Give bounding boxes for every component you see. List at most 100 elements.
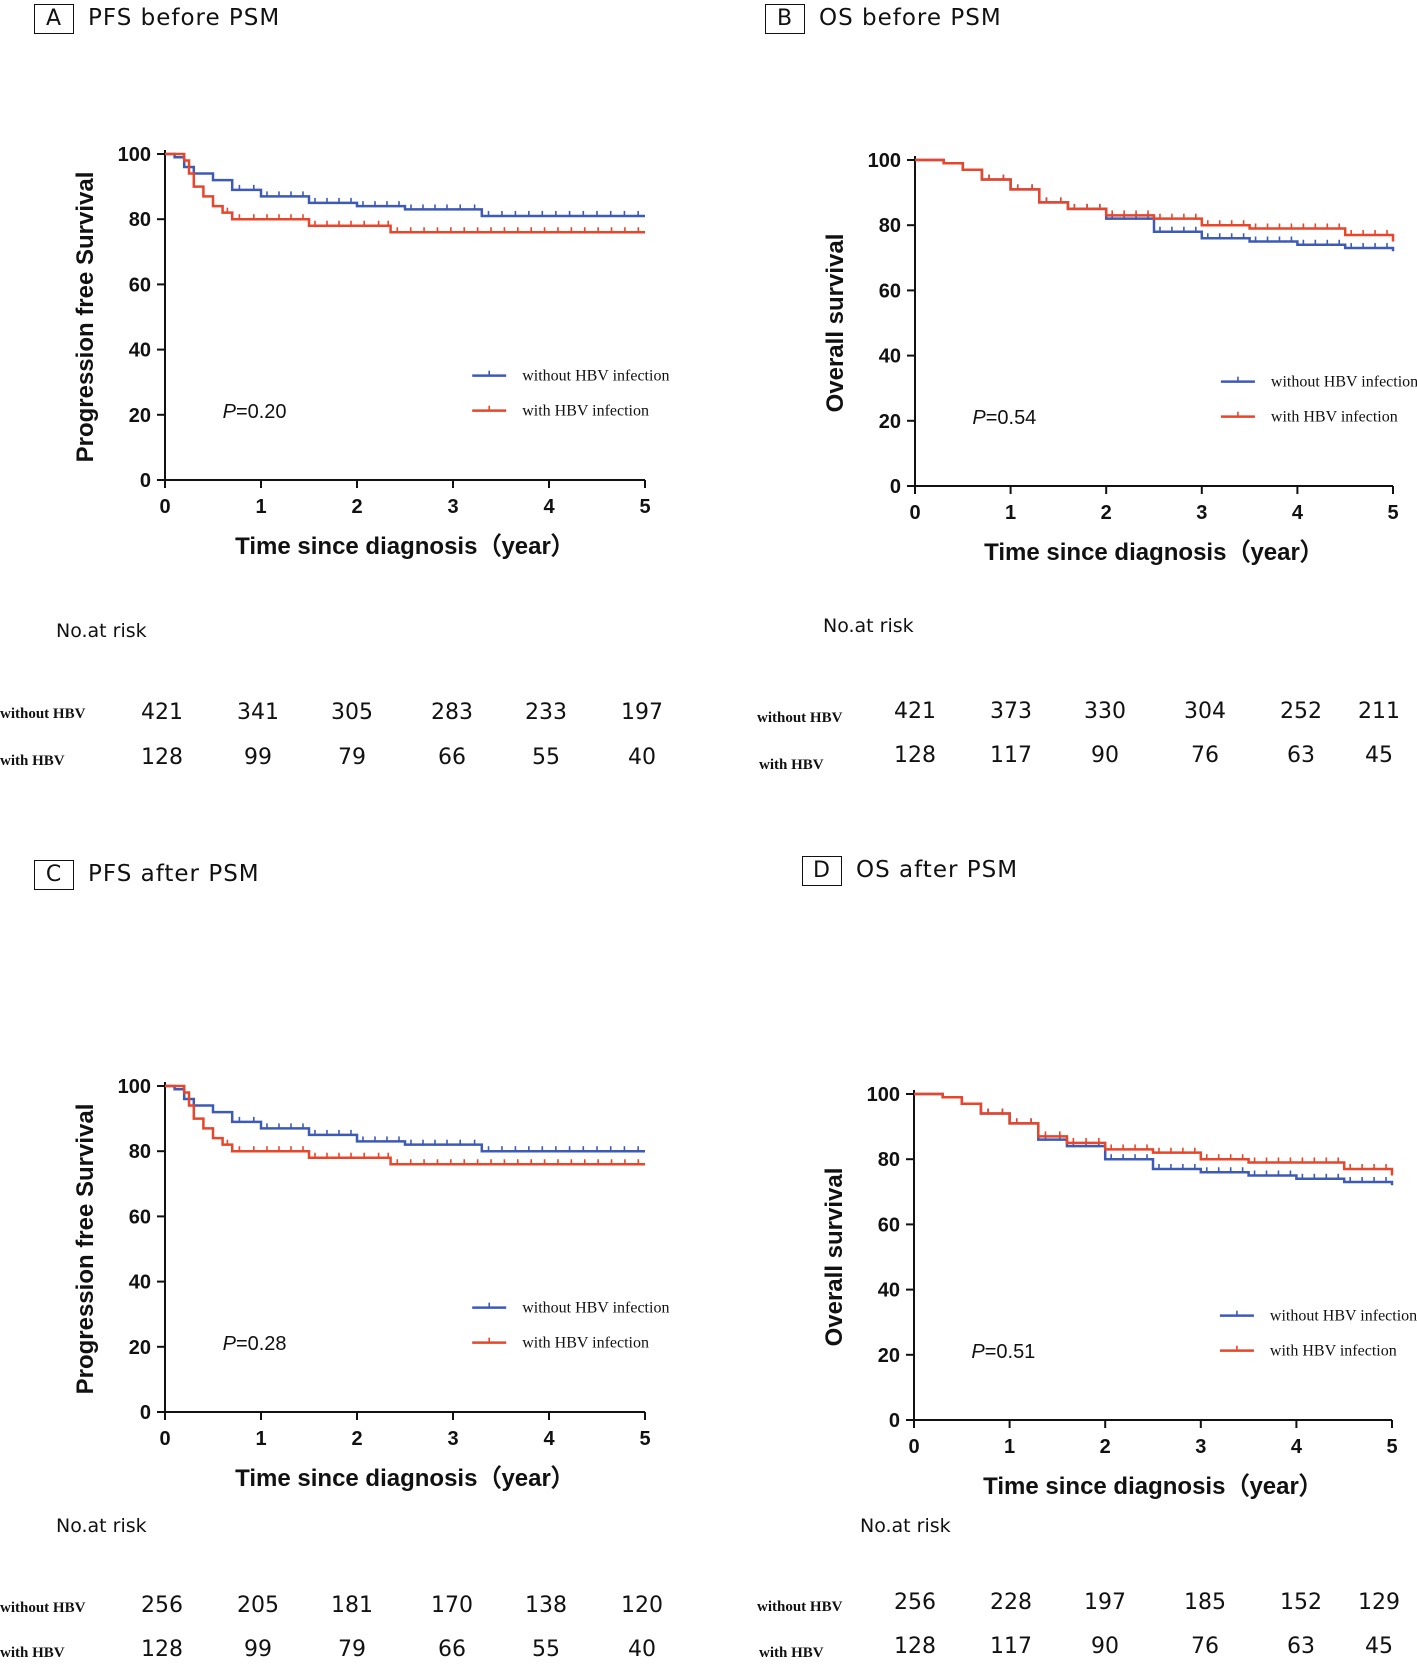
at-risk-title: No.at risk: [56, 1515, 147, 1537]
panel-letter: B: [765, 4, 805, 34]
x-tick-label: 3: [447, 496, 458, 518]
series-line-without-hbv: [914, 1092, 1394, 1186]
at-risk-table: No.at risk without HBV with HBV 421 341 …: [0, 620, 700, 770]
at-risk-cell: 45: [1365, 1634, 1393, 1659]
series-line-without-hbv: [165, 152, 645, 218]
x-tick-label: 5: [1386, 1436, 1397, 1458]
y-tick-label: 100: [118, 1076, 151, 1098]
x-axis-title: Time since diagnosis（year）: [235, 533, 575, 560]
y-tick-label: 60: [129, 274, 151, 296]
x-tick-label: 5: [639, 1428, 650, 1450]
x-tick-label: 5: [1387, 502, 1398, 524]
at-risk-cell: 117: [990, 743, 1032, 768]
at-risk-cell: 55: [532, 1637, 560, 1662]
at-risk-cell: 152: [1280, 1590, 1322, 1615]
p-value-label: P=0.51: [971, 1341, 1035, 1363]
at-risk-cell: 128: [141, 745, 183, 770]
panel-title-text: PFS before PSM: [88, 5, 281, 31]
at-risk-cell: 66: [438, 745, 466, 770]
p-value-prefix: P: [223, 401, 237, 423]
legend-label: with HBV infection: [1271, 409, 1398, 426]
y-axis-title: Progression free Survival: [72, 1104, 99, 1395]
panel-a: A PFS before PSM 0 1 2 3 4 5 0 20 40 60 80 100 Time s…: [0, 0, 700, 810]
p-value: =0.51: [985, 1341, 1036, 1363]
panel-title: B OS before PSM: [765, 4, 1002, 34]
x-axis-title: Time since diagnosis（year）: [235, 1465, 575, 1492]
at-risk-cell: 128: [141, 1637, 183, 1662]
x-tick-label: 0: [159, 496, 170, 518]
at-risk-cell: 170: [431, 1593, 473, 1618]
at-risk-cell: 256: [894, 1590, 936, 1615]
legend-label: with HBV infection: [522, 1335, 649, 1352]
y-tick-label: 20: [129, 405, 151, 427]
panel-title-text: PFS after PSM: [88, 861, 260, 887]
p-value: =0.54: [986, 407, 1037, 429]
at-risk-row-label: with HBV: [759, 757, 824, 773]
at-risk-cell: 205: [237, 1593, 279, 1618]
x-tick-label: 5: [639, 496, 650, 518]
at-risk-cell: 138: [525, 1593, 567, 1618]
legend-label: without HBV infection: [522, 368, 669, 385]
panel-b: B OS before PSM 0 1 2 3 4 5 0 20 40 60 80 100 Time si…: [707, 0, 1417, 810]
panel-title-text: OS after PSM: [856, 857, 1019, 883]
at-risk-title: No.at risk: [860, 1515, 951, 1537]
y-tick-label: 40: [879, 346, 901, 368]
y-tick-label: 0: [889, 1410, 900, 1432]
at-risk-cell: 228: [990, 1590, 1032, 1615]
p-value-label: P=0.28: [223, 1333, 287, 1355]
at-risk-cell: 233: [525, 700, 567, 725]
at-risk-table: No.at risk without HBV with HBV 256 228 …: [707, 1515, 1407, 1665]
at-risk-row-label: without HBV: [757, 1599, 843, 1615]
y-tick-label: 40: [878, 1280, 900, 1302]
at-risk-cell: 421: [141, 700, 183, 725]
at-risk-cell: 128: [894, 743, 936, 768]
x-tick-label: 3: [1195, 1436, 1206, 1458]
at-risk-cell: 76: [1191, 743, 1219, 768]
at-risk-cell: 99: [244, 1637, 272, 1662]
legend-label: without HBV infection: [1270, 1308, 1417, 1325]
y-axis-title: Progression free Survival: [72, 172, 99, 463]
p-value-prefix: P: [971, 1341, 985, 1363]
at-risk-cell: 99: [244, 745, 272, 770]
p-value: =0.20: [236, 401, 287, 423]
at-risk-cell: 79: [338, 1637, 366, 1662]
x-tick-label: 4: [1292, 502, 1304, 524]
x-tick-label: 0: [159, 1428, 170, 1450]
y-tick-label: 100: [868, 150, 901, 172]
x-tick-label: 3: [447, 1428, 458, 1450]
at-risk-cell: 304: [1184, 699, 1226, 724]
y-tick-label: 100: [867, 1084, 900, 1106]
y-tick-label: 0: [140, 470, 151, 492]
y-tick-label: 60: [879, 280, 901, 302]
x-axis-title: Time since diagnosis（year）: [984, 539, 1324, 566]
at-risk-row-label: without HBV: [0, 1600, 86, 1616]
panel-letter: D: [802, 856, 842, 886]
legend-label: with HBV infection: [1270, 1343, 1397, 1360]
x-tick-label: 1: [1005, 502, 1016, 524]
at-risk-cell: 197: [1084, 1590, 1126, 1615]
at-risk-cell: 373: [990, 699, 1032, 724]
y-tick-label: 40: [129, 1272, 151, 1294]
at-risk-cell: 66: [438, 1637, 466, 1662]
x-tick-label: 1: [255, 1428, 266, 1450]
at-risk-cell: 421: [894, 699, 936, 724]
at-risk-cell: 55: [532, 745, 560, 770]
x-tick-label: 4: [543, 496, 555, 518]
at-risk-cell: 185: [1184, 1590, 1226, 1615]
x-tick-label: 3: [1196, 502, 1207, 524]
y-tick-label: 100: [118, 144, 151, 166]
at-risk-cell: 341: [237, 700, 279, 725]
at-risk-cell: 79: [338, 745, 366, 770]
at-risk-cell: 256: [141, 1593, 183, 1618]
y-tick-label: 80: [129, 1141, 151, 1163]
panel-title: A PFS before PSM: [34, 4, 280, 34]
y-tick-label: 80: [879, 215, 901, 237]
legend-label: without HBV infection: [522, 1300, 669, 1317]
x-tick-label: 4: [1291, 1436, 1303, 1458]
x-tick-label: 1: [1004, 1436, 1015, 1458]
p-value: =0.28: [236, 1333, 287, 1355]
series-line-with-hbv: [165, 152, 645, 234]
at-risk-title: No.at risk: [823, 615, 914, 637]
series-line-without-hbv: [165, 1084, 645, 1153]
legend-label: with HBV infection: [522, 403, 649, 420]
